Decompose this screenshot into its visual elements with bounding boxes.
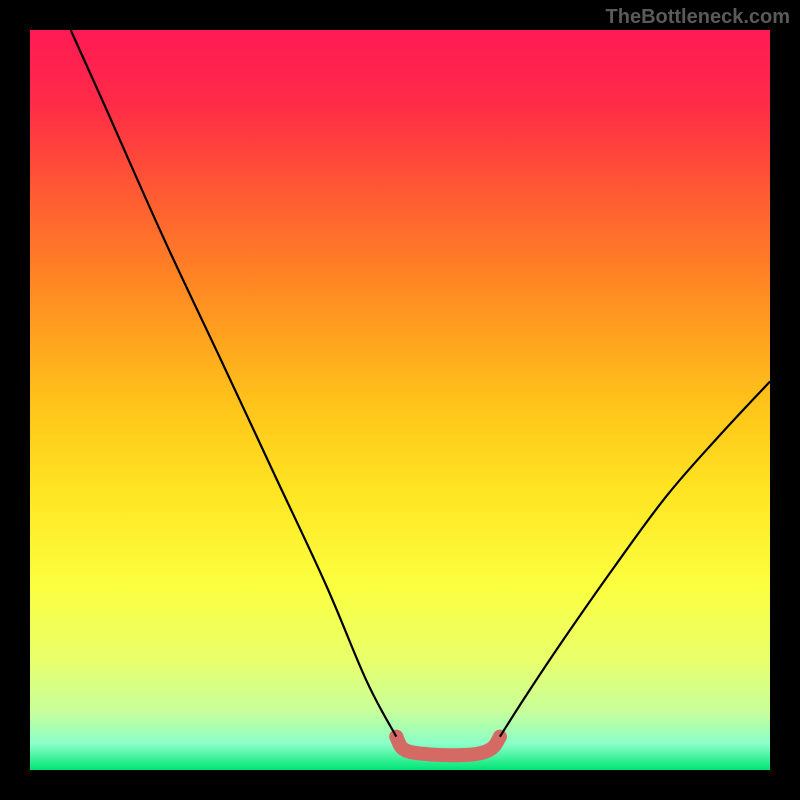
chart-svg	[30, 30, 770, 770]
plot-area	[30, 30, 770, 770]
watermark-text: TheBottleneck.com	[606, 6, 790, 29]
gradient-background	[30, 30, 770, 770]
chart-container: TheBottleneck.com	[0, 0, 800, 800]
